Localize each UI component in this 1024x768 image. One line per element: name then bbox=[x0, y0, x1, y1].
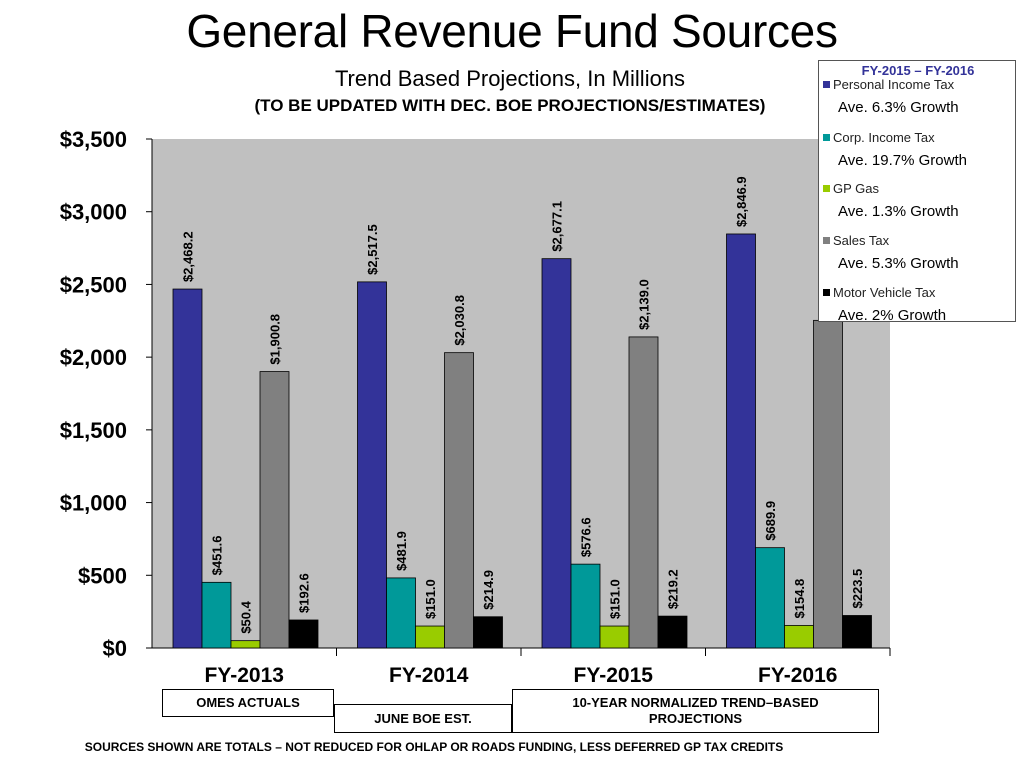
data-label: $192.6 bbox=[297, 573, 312, 613]
legend-swatch bbox=[823, 185, 830, 192]
bar bbox=[842, 615, 872, 649]
data-label: $689.9 bbox=[763, 501, 778, 541]
legend: FY-2015 – FY-2016 Personal Income Tax Ave… bbox=[818, 60, 1016, 324]
projections-label: 10-YEAR NORMALIZED TREND–BASED PROJECTIO… bbox=[572, 695, 819, 726]
data-label: $1,900.8 bbox=[268, 314, 283, 365]
data-label: $214.9 bbox=[481, 570, 496, 610]
bar bbox=[444, 352, 474, 649]
data-label: $576.6 bbox=[579, 517, 594, 557]
bar bbox=[657, 615, 688, 649]
bar bbox=[570, 563, 601, 649]
y-tick-label: $1,000 bbox=[60, 491, 127, 516]
data-label: $151.0 bbox=[423, 579, 438, 619]
data-label: $2,139.0 bbox=[637, 279, 652, 330]
legend-label: Personal Income Tax bbox=[833, 77, 955, 92]
legend-swatch bbox=[823, 134, 830, 141]
bar bbox=[415, 625, 445, 649]
bar bbox=[628, 336, 659, 649]
bar bbox=[201, 581, 232, 649]
data-label: $481.9 bbox=[394, 531, 409, 571]
data-label: $50.4 bbox=[239, 600, 254, 633]
legend-label: GP Gas bbox=[833, 181, 880, 196]
bar bbox=[473, 616, 503, 649]
data-label: $451.6 bbox=[210, 536, 225, 576]
y-tick-label: $500 bbox=[78, 563, 127, 588]
data-label: $2,468.2 bbox=[181, 231, 196, 282]
bar bbox=[755, 547, 785, 649]
bar bbox=[726, 233, 756, 649]
june-boe-box: JUNE BOE EST. bbox=[334, 704, 512, 733]
june-boe-label: JUNE BOE EST. bbox=[374, 711, 472, 726]
y-tick-label: $2,500 bbox=[60, 272, 127, 297]
omes-actuals-label: OMES ACTUALS bbox=[196, 695, 300, 710]
bar bbox=[172, 288, 203, 649]
bar bbox=[288, 619, 319, 649]
x-category-label: FY-2016 bbox=[758, 664, 837, 687]
legend-swatch bbox=[823, 81, 830, 88]
data-label: $2,846.9 bbox=[734, 176, 749, 227]
y-tick-label: $0 bbox=[103, 636, 127, 661]
y-tick-label: $1,500 bbox=[60, 418, 127, 443]
chart-title: General Revenue Fund Sources bbox=[186, 5, 838, 57]
chart-subtitle: Trend Based Projections, In Millions bbox=[334, 66, 686, 91]
y-tick-label: $2,000 bbox=[60, 345, 127, 370]
legend-header: FY-2015 – FY-2016 bbox=[861, 63, 975, 78]
legend-growth: Ave. 6.3% Growth bbox=[838, 99, 959, 116]
data-label: $2,030.8 bbox=[452, 295, 467, 346]
y-tick-label: $3,000 bbox=[60, 200, 127, 225]
data-label: $219.2 bbox=[666, 569, 681, 609]
x-category-label: FY-2015 bbox=[574, 664, 654, 687]
data-label: $223.5 bbox=[850, 569, 865, 609]
data-label: $2,677.1 bbox=[550, 201, 565, 252]
bar bbox=[259, 371, 290, 649]
omes-actuals-box: OMES ACTUALS bbox=[162, 689, 334, 717]
bar bbox=[230, 640, 261, 649]
data-label: $2,517.5 bbox=[365, 224, 380, 275]
data-label: $151.0 bbox=[608, 579, 623, 619]
legend-label: Sales Tax bbox=[833, 233, 890, 248]
x-category-label: FY-2013 bbox=[205, 664, 284, 687]
projections-box: 10-YEAR NORMALIZED TREND–BASED PROJECTIO… bbox=[512, 689, 879, 733]
x-category-label: FY-2014 bbox=[389, 664, 469, 687]
legend-growth: Ave. 19.7% Growth bbox=[838, 152, 967, 169]
legend-label: Motor Vehicle Tax bbox=[833, 285, 936, 300]
legend-swatch bbox=[823, 289, 830, 296]
data-label: $154.8 bbox=[792, 579, 807, 619]
update-note: (TO BE UPDATED WITH DEC. BOE PROJECTIONS… bbox=[254, 96, 766, 115]
legend-growth: Ave. 1.3% Growth bbox=[838, 203, 959, 220]
bar bbox=[599, 625, 630, 649]
footnote: SOURCES SHOWN ARE TOTALS – NOT REDUCED F… bbox=[84, 740, 784, 754]
bar bbox=[357, 281, 387, 649]
y-tick-label: $3,500 bbox=[60, 127, 127, 152]
bar bbox=[541, 258, 572, 649]
bar bbox=[813, 319, 843, 649]
bar bbox=[386, 577, 416, 649]
legend-label: Corp. Income Tax bbox=[833, 130, 935, 145]
bar bbox=[784, 625, 814, 649]
legend-swatch bbox=[823, 237, 830, 244]
legend-growth: Ave. 5.3% Growth bbox=[838, 255, 959, 272]
legend-growth: Ave. 2% Growth bbox=[838, 307, 947, 324]
